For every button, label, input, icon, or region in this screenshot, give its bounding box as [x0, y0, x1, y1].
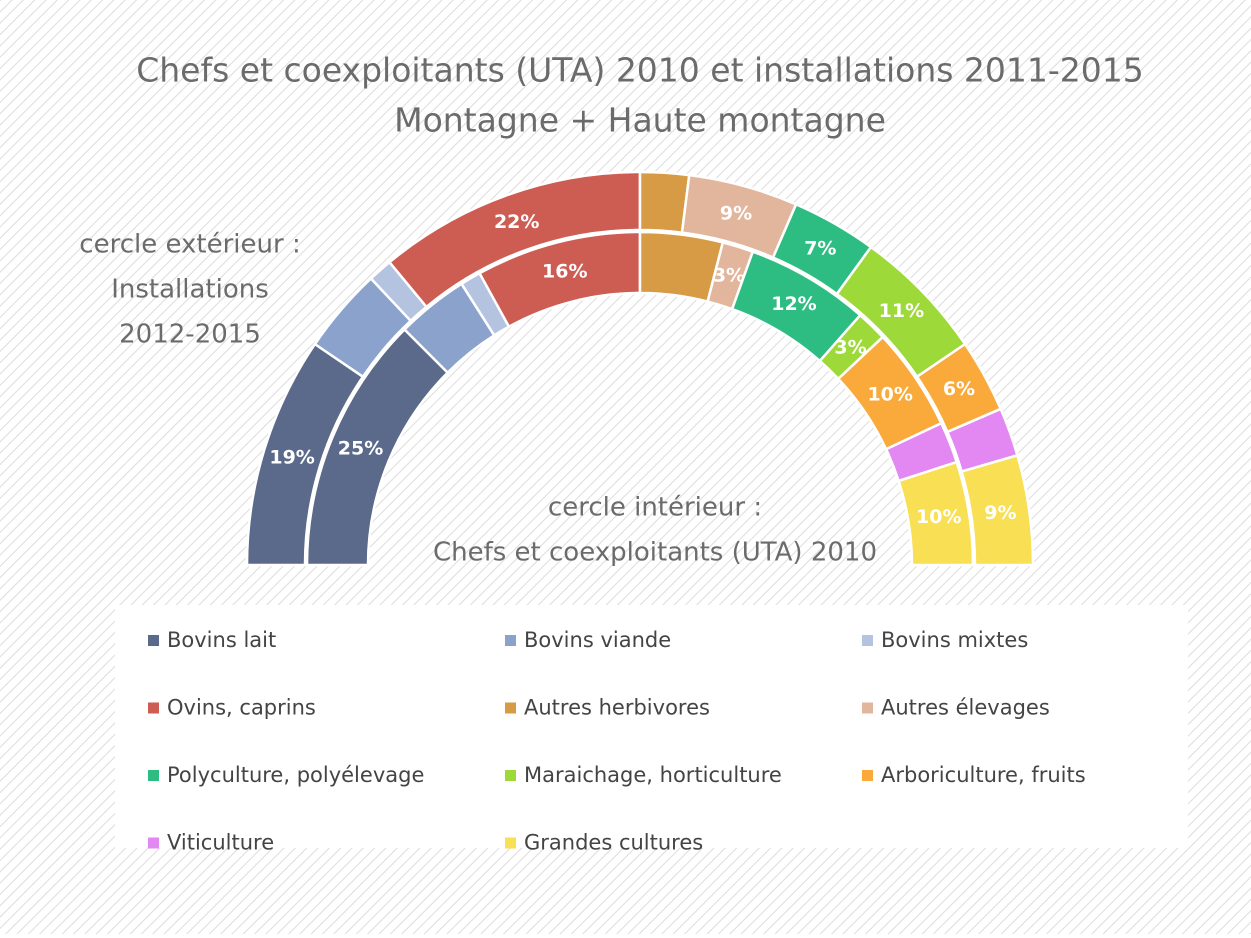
data-label: 3% [713, 264, 745, 286]
legend-swatch [862, 635, 873, 646]
legend-label: Ovins, caprins [167, 696, 316, 720]
chart-title: Chefs et coexploitants (UTA) 2010 et ins… [136, 51, 1144, 90]
data-label: 7% [804, 237, 836, 259]
legend-swatch [505, 837, 516, 849]
data-label: 10% [916, 506, 961, 528]
legend-label: Bovins mixtes [881, 628, 1028, 652]
data-label: 11% [879, 300, 924, 322]
legend-box [115, 605, 1188, 848]
data-label: 6% [943, 378, 975, 400]
doughnut-segment [638, 170, 691, 235]
legend-swatch [862, 702, 873, 714]
annotation: Chefs et coexploitants (UTA) 2010 [433, 538, 877, 568]
legend-swatch [148, 702, 159, 714]
legend-swatch [505, 770, 516, 781]
data-label: 3% [834, 336, 866, 358]
legend-swatch [862, 770, 873, 781]
data-label: 25% [338, 438, 383, 460]
legend-swatch [148, 635, 159, 646]
doughnut-segment [897, 460, 975, 567]
data-label: 9% [984, 502, 1016, 524]
legend-label: Bovins viande [524, 628, 671, 652]
legend-swatch [148, 837, 159, 849]
legend-label: Autres herbivores [524, 696, 710, 720]
doughnut-segment [960, 453, 1035, 567]
legend-label: Maraichage, horticulture [524, 763, 782, 787]
legend-swatch [505, 702, 516, 714]
legend-label: Autres élevages [881, 696, 1050, 720]
data-label: 19% [269, 446, 314, 468]
chart-subtitle: Montagne + Haute montagne [394, 101, 886, 140]
annotation: 2012-2015 [119, 320, 261, 350]
annotation: Installations [111, 275, 269, 305]
data-label: 10% [867, 383, 912, 405]
legend-swatch [148, 770, 159, 781]
legend-label: Polyculture, polyélevage [167, 763, 424, 787]
annotation: cercle intérieur : [548, 493, 762, 523]
legend-label: Bovins lait [167, 628, 276, 652]
data-label: 12% [771, 293, 816, 315]
legend-swatch [505, 635, 516, 646]
data-label: 22% [494, 211, 539, 233]
legend-label: Viticulture [167, 831, 274, 855]
legend-label: Grandes cultures [524, 831, 703, 855]
annotation: cercle extérieur : [79, 230, 300, 260]
legend-label: Arboriculture, fruits [881, 763, 1086, 787]
data-label: 16% [542, 261, 587, 283]
data-label: 9% [720, 202, 752, 224]
